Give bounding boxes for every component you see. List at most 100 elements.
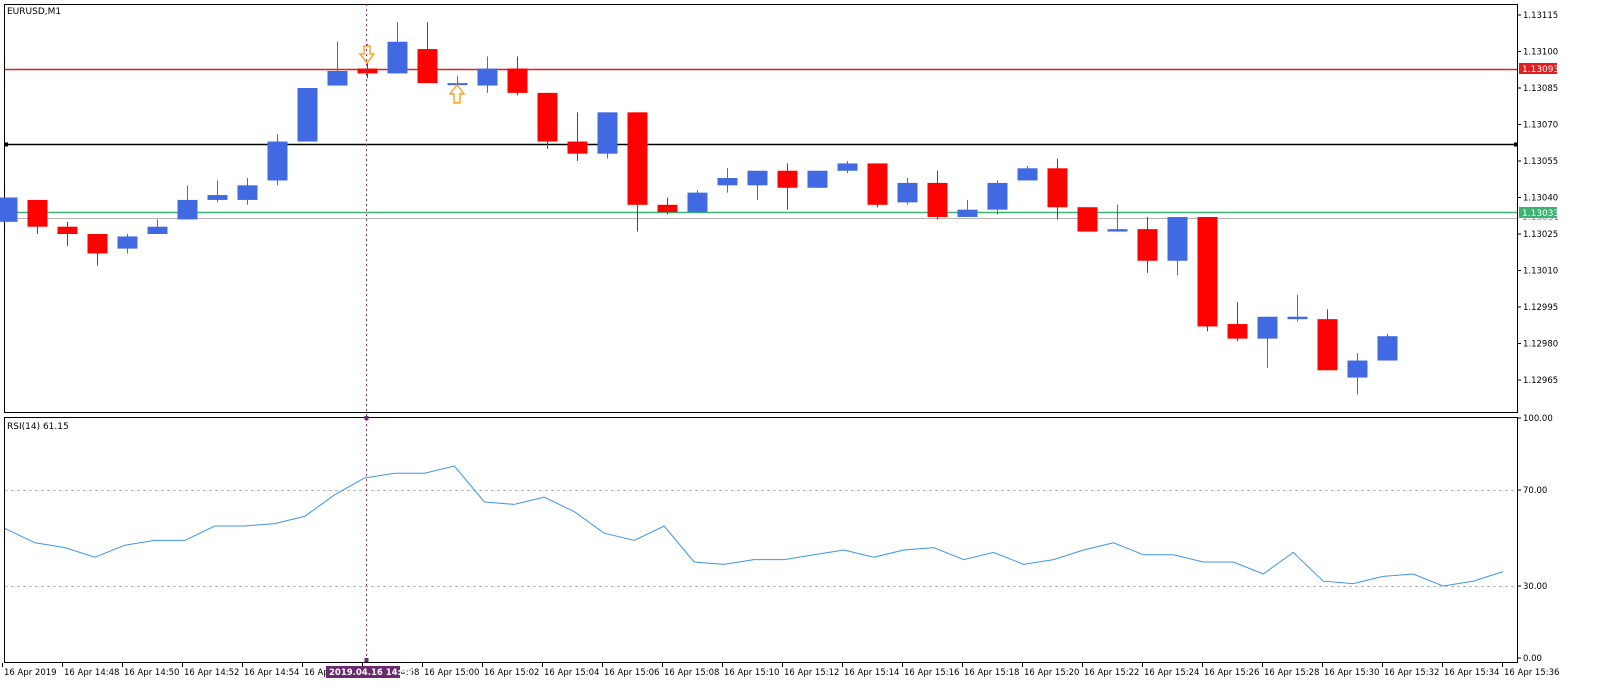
candle-body [1017,168,1038,181]
rsi-tick-label: 100.00 [1523,414,1553,424]
candle [237,178,258,205]
rsi-tick-label: 0.00 [1523,654,1542,664]
time-tick-label: 16 Apr 15:20 [1024,668,1079,678]
time-tick-label: 16 Apr 15:00 [424,668,479,678]
level-handle-right [1514,142,1518,147]
candle-body [567,141,588,154]
crosshair-handle-bottom [364,658,369,662]
candle-body [897,182,918,203]
price-panel-frame [4,4,1518,413]
time-tick-label: 16 Apr 15:12 [784,668,839,678]
time-crosshair-tag: 2019.04.16 14:58 [326,666,413,678]
candle [717,168,738,193]
time-tick-label: 16 Apr 15:14 [844,668,899,678]
candle-body [27,199,48,227]
candle-body [717,178,738,186]
time-tick-label: 16 Apr 15:28 [1264,668,1319,678]
rsi-level-lines [5,490,1517,587]
candle [1047,158,1068,220]
horizontal-levels [4,68,1518,219]
candle [987,180,1008,215]
candle-body [297,88,318,142]
candle [627,112,648,232]
time-tick-label: 16 Apr 15:18 [964,668,1019,678]
candle-body [207,195,228,200]
candle [807,170,828,188]
candle [597,112,618,159]
candle [0,197,18,222]
candle [1287,294,1308,322]
price-tag-red-bg [1519,63,1557,74]
candle [897,178,918,205]
price-tag-green: 1.13033 [1522,209,1559,219]
rsi-tick-label: 70.00 [1523,486,1547,496]
candle-body [57,226,78,234]
candle-body [267,141,288,181]
candle [477,56,498,93]
candle-body [117,236,138,249]
candle [657,197,678,215]
rsi-panel[interactable]: RSI(14) 61.15 100.00 70.00 30.00 0.00 [4,414,1553,664]
arrow-up-icon [448,83,466,104]
candle-body [1317,319,1338,371]
time-crosshair-tag-text: 2019.04.16 14:58 [329,668,413,678]
candle-body [237,185,258,200]
candle-body [867,163,888,205]
candle [57,221,78,247]
candle [417,22,438,84]
candle [327,41,348,86]
candle [147,219,168,234]
candle-body [357,68,378,74]
candle-body [627,112,648,205]
candle-body [1047,168,1068,208]
price-tick-label: 1.13115 [1523,11,1558,21]
candle-body [507,68,528,93]
time-tick-label: 16 Apr 2019 [4,668,57,678]
candle-body [747,170,768,186]
candle-body [927,182,948,217]
time-tick-label: 16 Apr 15:10 [724,668,779,678]
time-tick-label: 16 Apr 15:08 [664,668,719,678]
price-tick-label: 1.12995 [1523,303,1558,313]
candle-body [1167,216,1188,261]
symbol-label: EURUSD,M1 [7,7,61,17]
price-tag-red: 1.13093 [1522,65,1559,75]
price-axis[interactable]: 1.131151.131001.130851.130701.130551.130… [1517,11,1558,386]
time-tick-label: 16 Apr 15:32 [1384,668,1439,678]
price-tick-label: 1.13055 [1523,157,1558,167]
price-panel[interactable]: EURUSD,M1 1.131151.131001.130851.130701.… [0,4,1559,413]
time-tick-label: 16 Apr 15:36 [1504,668,1559,678]
candle [207,180,228,203]
candle-body [807,170,828,188]
candle [1227,302,1248,342]
time-tick-label: 16 Apr 15:26 [1204,668,1259,678]
candle [1347,353,1368,395]
time-tick-label: 16 Apr 15:22 [1084,668,1139,678]
price-tick-label: 1.13010 [1523,267,1558,277]
candle [507,56,528,96]
candle [1017,165,1038,181]
candle-body [1137,229,1158,261]
candle-body [597,112,618,154]
candle-body [1077,207,1098,232]
level-handle-left [4,142,8,147]
price-tick-label: 1.12965 [1523,376,1558,386]
candle [1137,216,1158,273]
time-tick-label: 16 Apr 15:04 [544,668,599,678]
candle [87,234,108,266]
rsi-line [4,465,1504,587]
time-tick-label: 16 Apr 15:02 [484,668,539,678]
time-axis[interactable]: 16 Apr 2019 16 Apr 14:48 16 Apr 14:50 16 Ap… [2,663,1560,678]
time-crosshair-tag-bg [326,666,400,678]
time-tick-label: 16 Apr 14:52 [184,668,239,678]
candle-body [0,197,18,222]
price-tags: 1.13093 1.13031 1.13033 [1519,63,1559,223]
candle [267,134,288,186]
rsi-axis[interactable]: 100.00 70.00 30.00 0.00 [1517,414,1553,664]
candle [777,163,798,210]
candle [927,170,948,220]
candle [1317,309,1338,371]
price-tick-label: 1.13040 [1523,194,1558,204]
candle-body [447,83,468,86]
